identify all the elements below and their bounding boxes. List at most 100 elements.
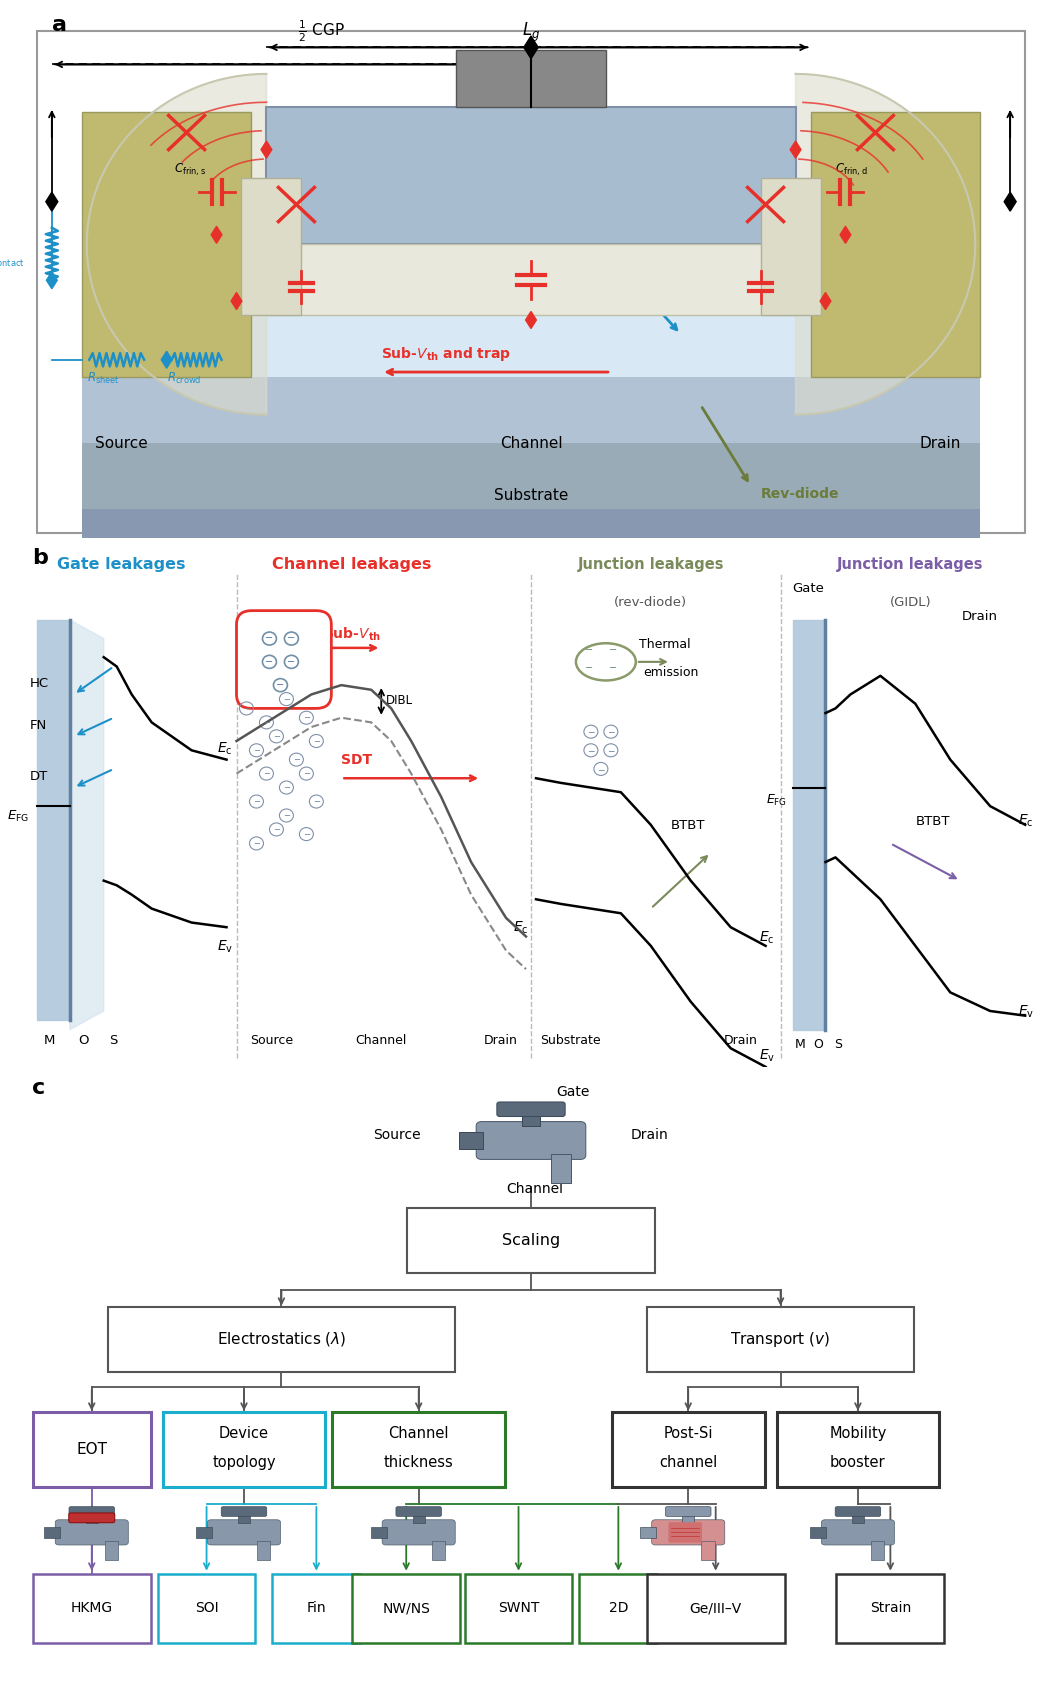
Text: $E_\mathregular{FG}$: $E_\mathregular{FG}$ xyxy=(766,794,787,809)
FancyBboxPatch shape xyxy=(476,1121,586,1159)
Text: Gate leakages: Gate leakages xyxy=(57,556,186,572)
FancyBboxPatch shape xyxy=(238,1514,250,1523)
Text: Drain: Drain xyxy=(484,1034,518,1046)
FancyBboxPatch shape xyxy=(837,1574,944,1644)
Text: Source: Source xyxy=(374,1128,422,1142)
Text: M: M xyxy=(795,1038,806,1052)
Text: Gate: Gate xyxy=(383,169,418,184)
Text: Strain: Strain xyxy=(870,1601,911,1615)
Text: Ge/III–V: Ge/III–V xyxy=(689,1601,741,1615)
Text: HKMG: HKMG xyxy=(71,1601,113,1615)
Text: BTBT: BTBT xyxy=(671,819,705,833)
FancyBboxPatch shape xyxy=(353,1574,460,1644)
Text: −: − xyxy=(303,714,310,722)
Text: −: − xyxy=(293,756,299,765)
FancyBboxPatch shape xyxy=(107,1308,456,1372)
Text: Junction leakages: Junction leakages xyxy=(837,556,983,572)
FancyBboxPatch shape xyxy=(810,1526,826,1538)
FancyBboxPatch shape xyxy=(86,1514,98,1523)
Text: NW/NS: NW/NS xyxy=(382,1601,430,1615)
Text: Sub-$V_\mathregular{th}$: Sub-$V_\mathregular{th}$ xyxy=(323,625,381,644)
Text: HC: HC xyxy=(30,678,49,690)
FancyBboxPatch shape xyxy=(69,1507,115,1516)
Text: Device: Device xyxy=(219,1427,269,1441)
Text: $E_\mathregular{c}$: $E_\mathregular{c}$ xyxy=(513,920,529,935)
FancyBboxPatch shape xyxy=(82,111,252,377)
Text: SOI: SOI xyxy=(194,1601,219,1615)
Text: Electrostatics ($\lambda$): Electrostatics ($\lambda$) xyxy=(217,1330,346,1349)
Text: Mobility: Mobility xyxy=(829,1427,887,1441)
Text: O: O xyxy=(813,1038,823,1052)
FancyBboxPatch shape xyxy=(835,1507,880,1516)
Text: EOT: EOT xyxy=(76,1442,107,1458)
FancyBboxPatch shape xyxy=(33,1412,151,1487)
FancyBboxPatch shape xyxy=(668,1523,702,1543)
Polygon shape xyxy=(792,620,825,1029)
Text: S: S xyxy=(835,1038,842,1052)
Text: Rev-diode: Rev-diode xyxy=(760,486,839,500)
Text: emission: emission xyxy=(643,666,698,679)
Text: −: − xyxy=(607,746,615,754)
Text: Source: Source xyxy=(96,435,148,451)
Text: Thermal: Thermal xyxy=(639,638,690,650)
Text: $C_\mathregular{ov,s}$: $C_\mathregular{ov,s}$ xyxy=(306,297,335,314)
FancyBboxPatch shape xyxy=(33,1574,151,1644)
Polygon shape xyxy=(524,36,538,58)
Text: $E_\mathregular{c}$: $E_\mathregular{c}$ xyxy=(217,741,232,756)
Text: Channel: Channel xyxy=(356,1034,407,1046)
Text: Drain: Drain xyxy=(962,609,998,623)
Text: Gate: Gate xyxy=(556,1086,589,1099)
Text: −: − xyxy=(273,824,280,835)
FancyBboxPatch shape xyxy=(464,1574,572,1644)
Text: −: − xyxy=(587,727,595,736)
FancyBboxPatch shape xyxy=(852,1514,863,1523)
Text: M: M xyxy=(45,1034,55,1046)
Text: $R_\mathregular{crowd}$: $R_\mathregular{crowd}$ xyxy=(167,370,201,386)
FancyBboxPatch shape xyxy=(241,316,821,377)
Text: Channel leakages: Channel leakages xyxy=(272,556,431,572)
Polygon shape xyxy=(211,227,222,244)
FancyBboxPatch shape xyxy=(821,1519,894,1545)
Text: channel: channel xyxy=(660,1454,717,1470)
Polygon shape xyxy=(70,620,104,1029)
Text: Post-Si: Post-Si xyxy=(664,1427,713,1441)
FancyBboxPatch shape xyxy=(267,244,795,316)
Text: $R_\mathregular{sheet}$: $R_\mathregular{sheet}$ xyxy=(87,370,120,386)
Text: −: − xyxy=(597,765,604,773)
Text: $L_\mathregular{g}$: $L_\mathregular{g}$ xyxy=(521,20,541,44)
FancyBboxPatch shape xyxy=(459,1132,483,1149)
Text: −: − xyxy=(282,784,290,792)
Text: Gate: Gate xyxy=(792,582,824,596)
FancyBboxPatch shape xyxy=(237,611,331,708)
Text: $C_\mathregular{frin,d}$: $C_\mathregular{frin,d}$ xyxy=(836,162,869,178)
Text: $E_\mathregular{v}$: $E_\mathregular{v}$ xyxy=(758,1048,775,1063)
Text: thickness: thickness xyxy=(383,1454,453,1470)
Text: Spacer: Spacer xyxy=(769,266,812,278)
Text: $E_\mathregular{FG}$: $E_\mathregular{FG}$ xyxy=(7,809,29,824)
Text: −: − xyxy=(243,705,250,714)
FancyBboxPatch shape xyxy=(652,1519,724,1545)
FancyBboxPatch shape xyxy=(267,108,795,244)
Polygon shape xyxy=(795,73,975,415)
Text: −: − xyxy=(253,840,260,848)
Text: topology: topology xyxy=(212,1454,276,1470)
FancyBboxPatch shape xyxy=(407,1209,655,1273)
Polygon shape xyxy=(820,292,830,309)
FancyBboxPatch shape xyxy=(44,1526,61,1538)
Text: −: − xyxy=(585,645,593,654)
FancyBboxPatch shape xyxy=(647,1574,785,1644)
FancyBboxPatch shape xyxy=(432,1541,445,1560)
Text: $C_\mathregular{frin,s}$: $C_\mathregular{frin,s}$ xyxy=(173,162,206,178)
Text: −: − xyxy=(276,679,285,690)
Text: −: − xyxy=(282,811,290,821)
FancyBboxPatch shape xyxy=(157,1574,256,1644)
Text: −: − xyxy=(288,657,295,667)
Text: Spacer: Spacer xyxy=(250,266,293,278)
Text: $E_\mathregular{v}$: $E_\mathregular{v}$ xyxy=(217,939,233,954)
FancyBboxPatch shape xyxy=(612,1412,765,1487)
FancyBboxPatch shape xyxy=(701,1541,715,1560)
Text: Oxide: Oxide xyxy=(411,270,451,283)
FancyBboxPatch shape xyxy=(273,1574,360,1644)
FancyBboxPatch shape xyxy=(82,423,980,509)
FancyBboxPatch shape xyxy=(241,178,302,316)
